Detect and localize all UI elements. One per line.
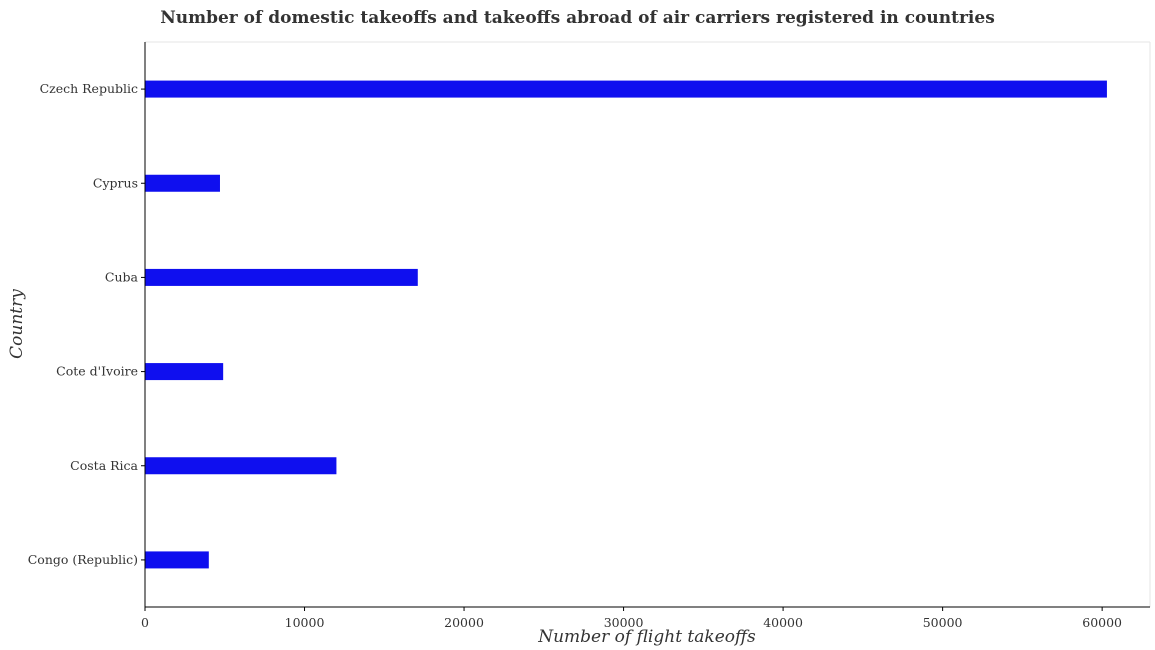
bar-congo-republic: [145, 551, 209, 569]
y-tick-label: Costa Rica: [70, 458, 138, 473]
y-tick-label: Congo (Republic): [28, 552, 138, 567]
chart-title: Number of domestic takeoffs and takeoffs…: [160, 8, 995, 28]
plot-background: [145, 42, 1150, 607]
x-tick-label: 20000: [444, 615, 484, 630]
y-axis-ticks: Congo (Republic) Costa Rica Cote d'Ivoire C…: [28, 81, 145, 567]
x-tick-label: 30000: [604, 615, 644, 630]
x-axis-ticks: 0 10000 20000 30000 40000 50000 60000: [141, 607, 1122, 630]
bar-cyprus: [145, 174, 220, 192]
x-tick-label: 10000: [285, 615, 325, 630]
x-tick-label: 60000: [1082, 615, 1122, 630]
bar-costa-rica: [145, 457, 337, 475]
bar-cote-d-ivoire: [145, 363, 224, 381]
x-tick-label: 0: [141, 615, 149, 630]
y-tick-label: Cyprus: [93, 175, 138, 190]
bar-czech-republic: [145, 80, 1107, 98]
x-tick-label: 40000: [763, 615, 803, 630]
bar-cuba: [145, 268, 418, 286]
bars-group: [145, 80, 1107, 569]
y-tick-label: Cuba: [105, 269, 139, 284]
y-tick-label: Czech Republic: [40, 81, 138, 96]
x-tick-label: 50000: [923, 615, 963, 630]
y-tick-label: Cote d'Ivoire: [56, 364, 138, 379]
y-axis-title: Country: [7, 289, 27, 359]
x-axis-title: Number of flight takeoffs: [537, 627, 756, 647]
